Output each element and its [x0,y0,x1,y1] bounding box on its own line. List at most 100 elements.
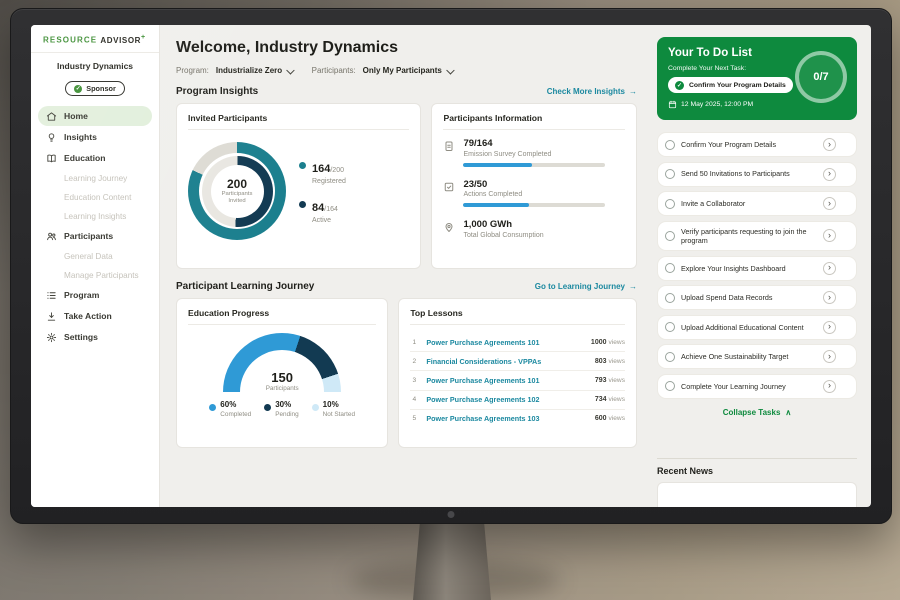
task-row-verify-participants[interactable]: Verify participants requesting to join t… [657,220,857,252]
program-insights-title: Program Insights [176,86,259,97]
legend-active: 84/164 Active [299,198,346,224]
lesson-link[interactable]: Financial Considerations - VPPAs [426,356,542,366]
not-started-dot-icon [311,404,319,411]
recent-news-title: Recent News [657,466,714,476]
location-icon [443,221,455,233]
consumption-row: 1,000 GWh Total Global Consumption [443,219,625,239]
chevron-right-icon[interactable]: › [823,167,836,181]
invited-legend: 164/200 Registered 84/164 Active [299,159,346,224]
lesson-link[interactable]: Power Purchase Agreements 101 [426,337,540,347]
info-card-title: Participants Information [443,113,625,130]
check-more-insights-link[interactable]: Check More Insights → [546,87,637,96]
education-icon [46,153,57,164]
sidebar-item-insights[interactable]: Insights [38,127,152,147]
emission-progress-bar [463,162,606,167]
take-action-icon [46,311,57,322]
todo-title: Your To Do List [668,47,752,59]
filters-bar: Program: Industrialize Zero Participants… [176,65,637,75]
todo-due-date: 12 May 2025, 12:00 PM [668,100,846,109]
actions-progress-bar [463,203,606,207]
pending-dot-icon [264,404,272,411]
checkbox-icon[interactable] [665,351,675,362]
go-to-learning-journey-link[interactable]: Go to Learning Journey → [534,282,637,291]
brand-resource: RESOURCE [43,35,98,45]
task-row-send-invitations[interactable]: Send 50 Invitations to Participants › [657,161,857,187]
sidebar-item-settings[interactable]: Settings [38,327,152,347]
task-row-explore-insights[interactable]: Explore Your Insights Dashboard › [657,255,857,281]
checkbox-icon[interactable] [665,292,675,303]
invited-donut-gap: 200 Participants Invited [199,153,275,229]
chevron-right-icon[interactable]: › [823,379,836,393]
invited-donut-center: 200 Participants Invited [210,164,264,218]
invited-card-title: Invited Participants [188,113,410,130]
sidebar-item-take-action[interactable]: Take Action [38,306,152,326]
arrow-right-icon: → [629,87,637,96]
lesson-link[interactable]: Power Purchase Agreements 103 [426,414,540,424]
emission-survey-row: 79/164 Emission Survey Completed [443,138,625,167]
checkbox-icon[interactable] [665,322,675,333]
task-row-upload-educational-content[interactable]: Upload Additional Educational Content › [657,314,857,340]
chevron-right-icon[interactable]: › [823,261,836,275]
sidebar-item-education-content[interactable]: Education Content [64,192,132,202]
participants-select[interactable]: Only My Participants [363,65,455,75]
sidebar-item-program[interactable]: Program [38,285,152,305]
chevron-right-icon[interactable]: › [823,197,836,210]
lesson-link[interactable]: Power Purchase Agreements 101 [426,375,540,385]
participants-icon [46,231,57,242]
chevron-right-icon[interactable]: › [823,291,836,305]
recent-news-card [657,482,857,507]
chevron-down-icon [286,65,295,74]
chevron-right-icon[interactable]: › [823,229,836,243]
legend-completed: 60% Completed [209,400,251,418]
check-circle-icon: ✓ [675,80,684,90]
legend-pending: 30% Pending [264,400,299,418]
chevron-right-icon[interactable]: › [823,138,836,151]
sidebar-item-general-data[interactable]: General Data [64,251,113,261]
next-task-pill[interactable]: ✓ Confirm Your Program Details [668,77,793,93]
sidebar: RESOURCE ADVISOR+ Industry Dynamics ✓ Sp… [31,25,160,507]
sidebar-item-learning-insights[interactable]: Learning Insights [64,211,127,221]
sidebar-item-learning-journey[interactable]: Learning Journey [64,173,128,183]
dashboard-screen: RESOURCE ADVISOR+ Industry Dynamics ✓ Sp… [31,25,871,507]
task-row-invite-collaborator[interactable]: Invite a Collaborator › [657,191,857,216]
recent-news-divider [657,458,857,459]
todo-card: Your To Do List Complete Your Next Task:… [657,37,857,120]
brand-plus: + [141,34,146,41]
sponsor-badge: ✓ Sponsor [65,81,125,97]
sponsor-badge-wrap: ✓ Sponsor [31,77,159,97]
page-title: Welcome, Industry Dynamics [176,39,398,56]
sidebar-item-home[interactable]: Home [38,106,152,127]
program-filter-label: Program: [176,66,209,75]
program-select[interactable]: Industrialize Zero [216,65,295,75]
collapse-tasks-button[interactable]: Collapse Tasks ∧ [722,407,792,417]
program-icon [46,290,57,301]
task-row-complete-learning-journey[interactable]: Complete Your Learning Journey › [657,373,857,399]
lesson-link[interactable]: Power Purchase Agreements 102 [426,395,540,405]
checkbox-icon[interactable] [665,139,675,150]
checkbox-icon[interactable] [665,263,675,274]
task-row-upload-spend-data[interactable]: Upload Spend Data Records › [657,285,857,311]
checkbox-icon[interactable] [665,230,675,241]
sidebar-item-education[interactable]: Education [38,148,152,168]
invited-inner-ring: 200 Participants Invited [201,155,273,227]
sidebar-item-manage-participants[interactable]: Manage Participants [64,270,139,280]
chevron-right-icon[interactable]: › [823,320,836,334]
checkbox-icon[interactable] [665,381,675,392]
actions-completed-row: 23/50 Actions Completed [443,179,625,207]
top-lessons-title: Top Lessons [410,308,625,325]
insights-cards-row: Invited Participants 200 Participants In… [176,103,637,269]
home-icon [46,111,57,122]
participants-information-card: Participants Information 79/164 Emission… [431,103,637,269]
learning-journey-title: Participant Learning Journey [176,281,315,292]
chevron-right-icon[interactable]: › [823,350,836,364]
lesson-row: 4 Power Purchase Agreements 102 734 views [410,391,625,410]
task-row-confirm-program[interactable]: Confirm Your Program Details › [657,132,857,157]
checkbox-icon[interactable] [665,198,675,209]
monitor-bezel: RESOURCE ADVISOR+ Industry Dynamics ✓ Sp… [10,8,892,524]
task-row-achieve-target[interactable]: Achieve One Sustainability Target › [657,344,857,370]
brand-logo: RESOURCE ADVISOR+ [31,34,159,52]
todo-progress-ring: 0/7 [795,51,847,103]
legend-not-started: 10% Not Started [311,400,355,418]
checkbox-icon[interactable] [665,169,675,179]
sidebar-item-participants[interactable]: Participants [38,226,152,246]
